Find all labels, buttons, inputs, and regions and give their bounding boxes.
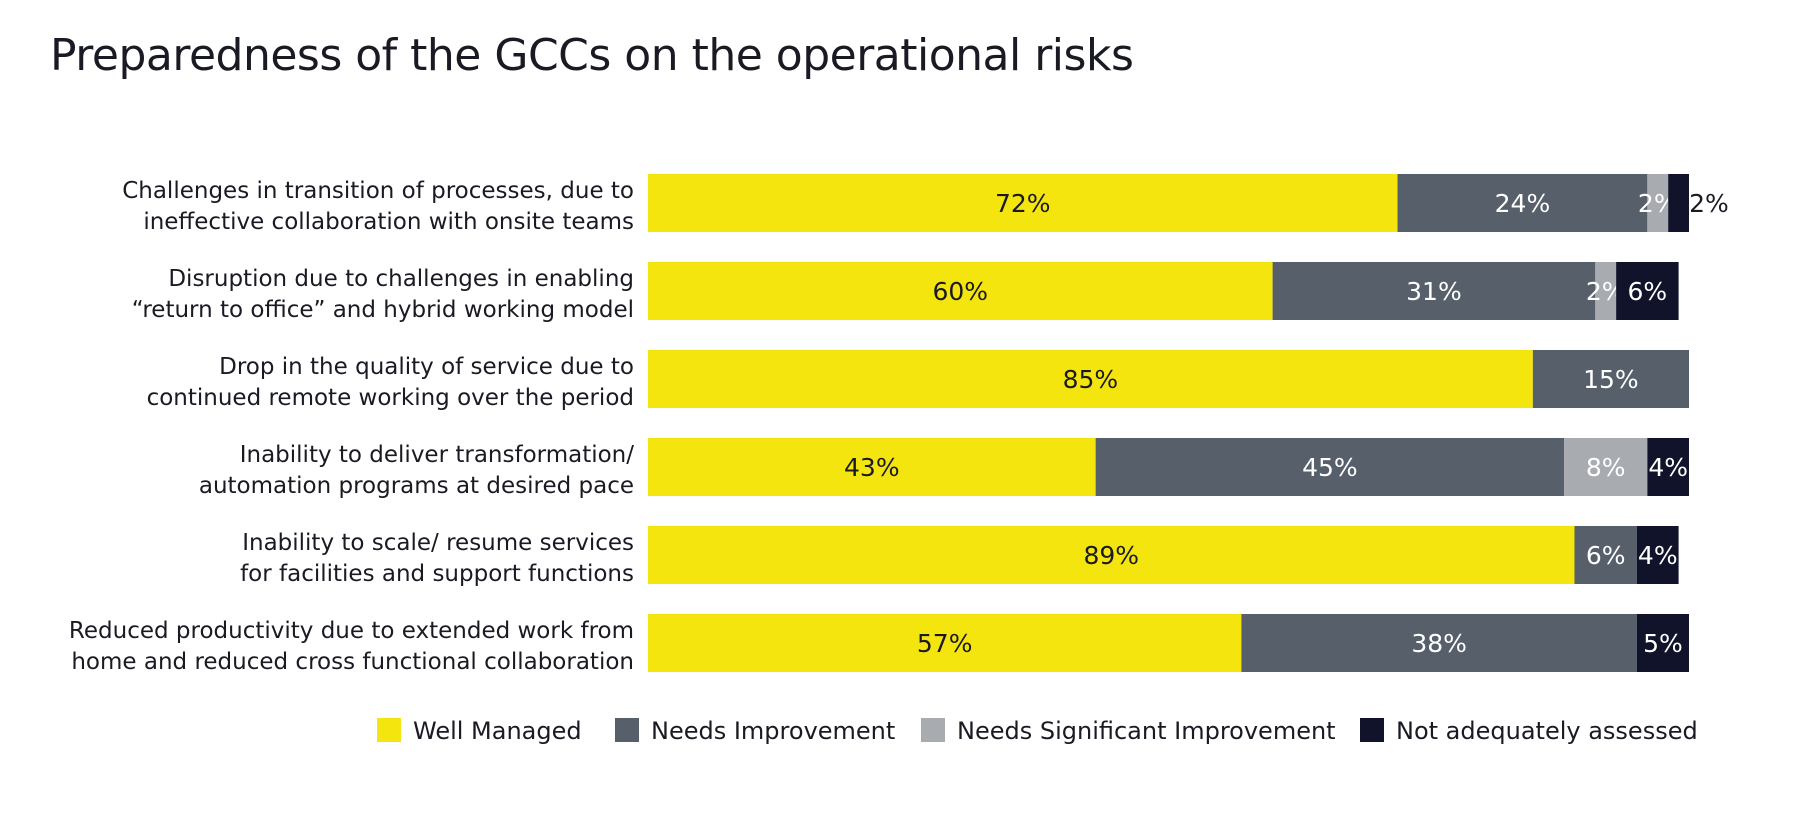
legend-label: Needs Significant Improvement <box>957 717 1336 745</box>
data-label: 72% <box>995 189 1051 218</box>
data-label: 60% <box>933 277 989 306</box>
chart-title: Preparedness of the GCCs on the operatio… <box>50 30 1134 81</box>
bar-segment <box>1668 174 1689 232</box>
bar-segment <box>1647 438 1689 496</box>
data-label: 85% <box>1063 365 1119 394</box>
bar-segment <box>1636 614 1689 672</box>
bar-segment <box>648 438 1096 496</box>
bar-segment <box>648 174 1398 232</box>
category-label-line: Challenges in transition of processes, d… <box>122 178 634 204</box>
bar-segment <box>648 614 1242 672</box>
bar-segment <box>1616 262 1679 320</box>
legend-swatch <box>615 718 639 742</box>
category-label-line: Drop in the quality of service due to <box>219 354 634 380</box>
legend-label: Needs Improvement <box>651 717 895 745</box>
category-label-line: Inability to scale/ resume services <box>242 530 634 556</box>
data-label: 15% <box>1583 365 1639 394</box>
legend-swatch <box>921 718 945 742</box>
data-label: 4% <box>1648 453 1688 482</box>
bar-segment <box>1095 438 1565 496</box>
bar-segment <box>1636 526 1679 584</box>
category-label-line: home and reduced cross functional collab… <box>71 649 634 675</box>
data-label: 24% <box>1495 189 1551 218</box>
bar-segment <box>648 350 1533 408</box>
data-label: 2% <box>1689 189 1729 218</box>
category-label-line: Inability to deliver transformation/ <box>240 442 635 468</box>
data-label: 38% <box>1411 629 1467 658</box>
data-label: 43% <box>844 453 900 482</box>
data-label: 5% <box>1643 629 1683 658</box>
bar-segment <box>1574 526 1637 584</box>
data-label: 4% <box>1638 541 1678 570</box>
legend-label: Well Managed <box>413 717 582 745</box>
bar-segment <box>1397 174 1648 232</box>
bar-segment <box>648 526 1575 584</box>
category-label: Inability to deliver transformation/auto… <box>199 442 634 499</box>
data-label: 57% <box>917 629 973 658</box>
category-label: Reduced productivity due to extended wor… <box>69 618 634 675</box>
category-label-line: Disruption due to challenges in enabling <box>168 266 634 292</box>
bar-segment <box>1532 350 1689 408</box>
data-label: 6% <box>1628 277 1668 306</box>
bar-segment <box>1647 174 1669 232</box>
data-label: 89% <box>1083 541 1139 570</box>
category-label: Disruption due to challenges in enabling… <box>132 266 634 323</box>
legend-swatch <box>377 718 401 742</box>
legend-label: Not adequately assessed <box>1396 717 1698 745</box>
category-label-line: “return to office” and hybrid working mo… <box>132 297 634 323</box>
category-label: Inability to scale/ resume services for f… <box>240 530 634 587</box>
data-label: 6% <box>1586 541 1626 570</box>
legend-swatch <box>1360 718 1384 742</box>
bar-segment <box>1564 438 1648 496</box>
category-label: Drop in the quality of service due to con… <box>147 354 634 411</box>
bar-segment <box>1241 614 1637 672</box>
data-label: 45% <box>1302 453 1358 482</box>
category-label: Challenges in transition of processes, d… <box>122 178 634 235</box>
bar-segment <box>1595 262 1617 320</box>
category-label-line: ineffective collaboration with onsite te… <box>143 209 634 235</box>
data-label: 8% <box>1586 453 1626 482</box>
bar-segment <box>648 262 1273 320</box>
bar-segment <box>1272 262 1596 320</box>
category-label-line: automation programs at desired pace <box>199 473 634 499</box>
category-label-line: continued remote working over the period <box>147 385 634 411</box>
category-label-line: for facilities and support functions <box>240 561 634 587</box>
data-label: 31% <box>1406 277 1462 306</box>
category-label-line: Reduced productivity due to extended wor… <box>69 618 634 644</box>
